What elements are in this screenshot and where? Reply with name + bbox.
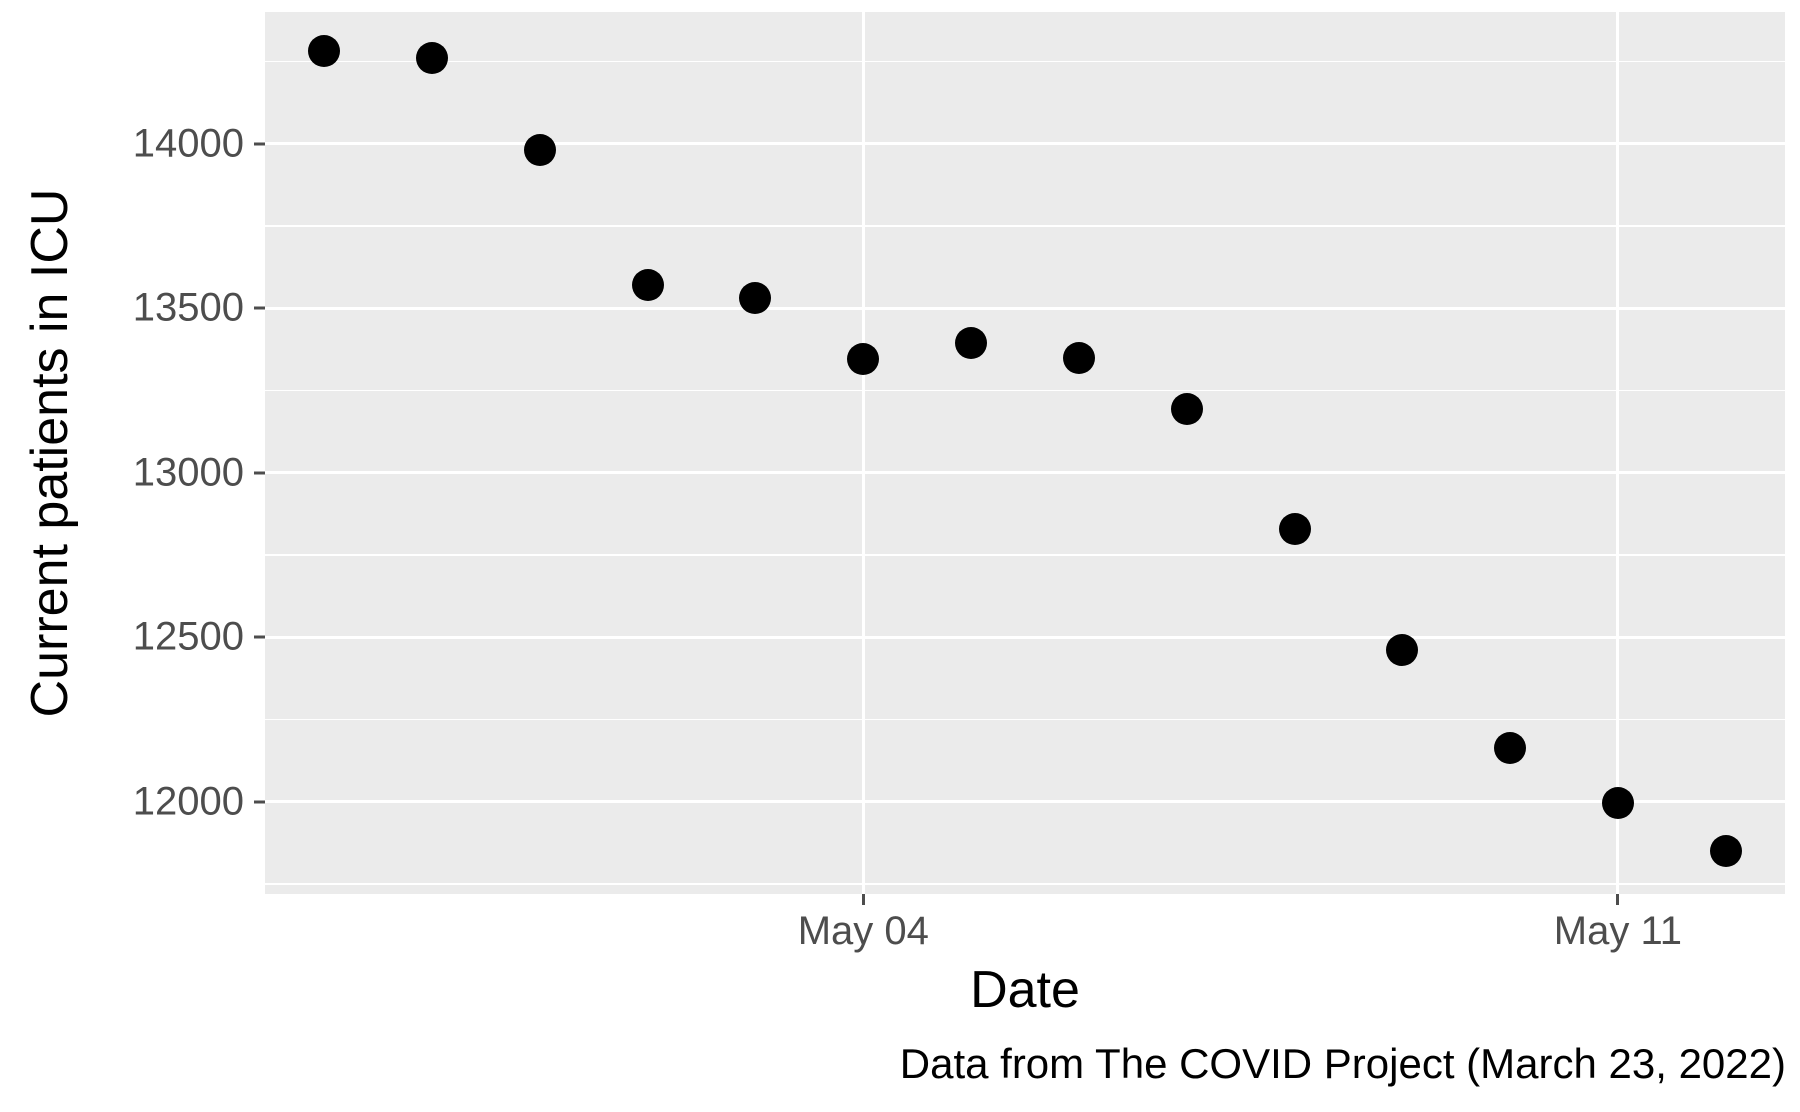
grid-major-h [265, 800, 1785, 803]
x-tick-mark [1616, 894, 1619, 905]
y-axis-title: Current patients in ICU [20, 189, 80, 718]
y-tick-label: 13000 [133, 450, 244, 495]
grid-major-h [265, 142, 1785, 145]
grid-minor-h [265, 225, 1785, 227]
y-tick-label: 12000 [133, 779, 244, 824]
data-point [416, 42, 448, 74]
y-tick-mark [254, 142, 265, 145]
data-point [955, 327, 987, 359]
grid-minor-h [265, 61, 1785, 63]
data-point [739, 282, 771, 314]
x-axis-title: Date [970, 960, 1080, 1020]
grid-major-h [265, 636, 1785, 639]
data-point [1710, 835, 1742, 867]
chart-container: 12000 12500 13000 13500 14000 May 04 May 11 C… [0, 0, 1800, 1112]
y-tick-mark [254, 307, 265, 310]
grid-minor-h [265, 719, 1785, 721]
x-tick-label: May 04 [798, 909, 929, 954]
data-point [524, 134, 556, 166]
plot-panel [265, 12, 1785, 894]
data-point [1602, 787, 1634, 819]
y-tick-mark [254, 471, 265, 474]
grid-major-h [265, 307, 1785, 310]
y-tick-label: 13500 [133, 286, 244, 331]
grid-major-h [265, 471, 1785, 474]
y-tick-mark [254, 800, 265, 803]
y-tick-label: 12500 [133, 615, 244, 660]
y-tick-mark [254, 636, 265, 639]
data-point [1279, 513, 1311, 545]
chart-caption: Data from The COVID Project (March 23, 2… [900, 1040, 1786, 1088]
grid-major-v [862, 12, 865, 894]
data-point [1063, 342, 1095, 374]
grid-minor-h [265, 390, 1785, 392]
data-point [308, 35, 340, 67]
grid-major-v [1616, 12, 1619, 894]
x-tick-mark [862, 894, 865, 905]
data-point [847, 343, 879, 375]
data-point [1494, 732, 1526, 764]
grid-minor-h [265, 883, 1785, 885]
data-point [1171, 393, 1203, 425]
x-tick-label: May 11 [1554, 909, 1682, 954]
y-tick-label: 14000 [133, 121, 244, 166]
data-point [1386, 634, 1418, 666]
data-point [632, 269, 664, 301]
grid-minor-h [265, 554, 1785, 556]
